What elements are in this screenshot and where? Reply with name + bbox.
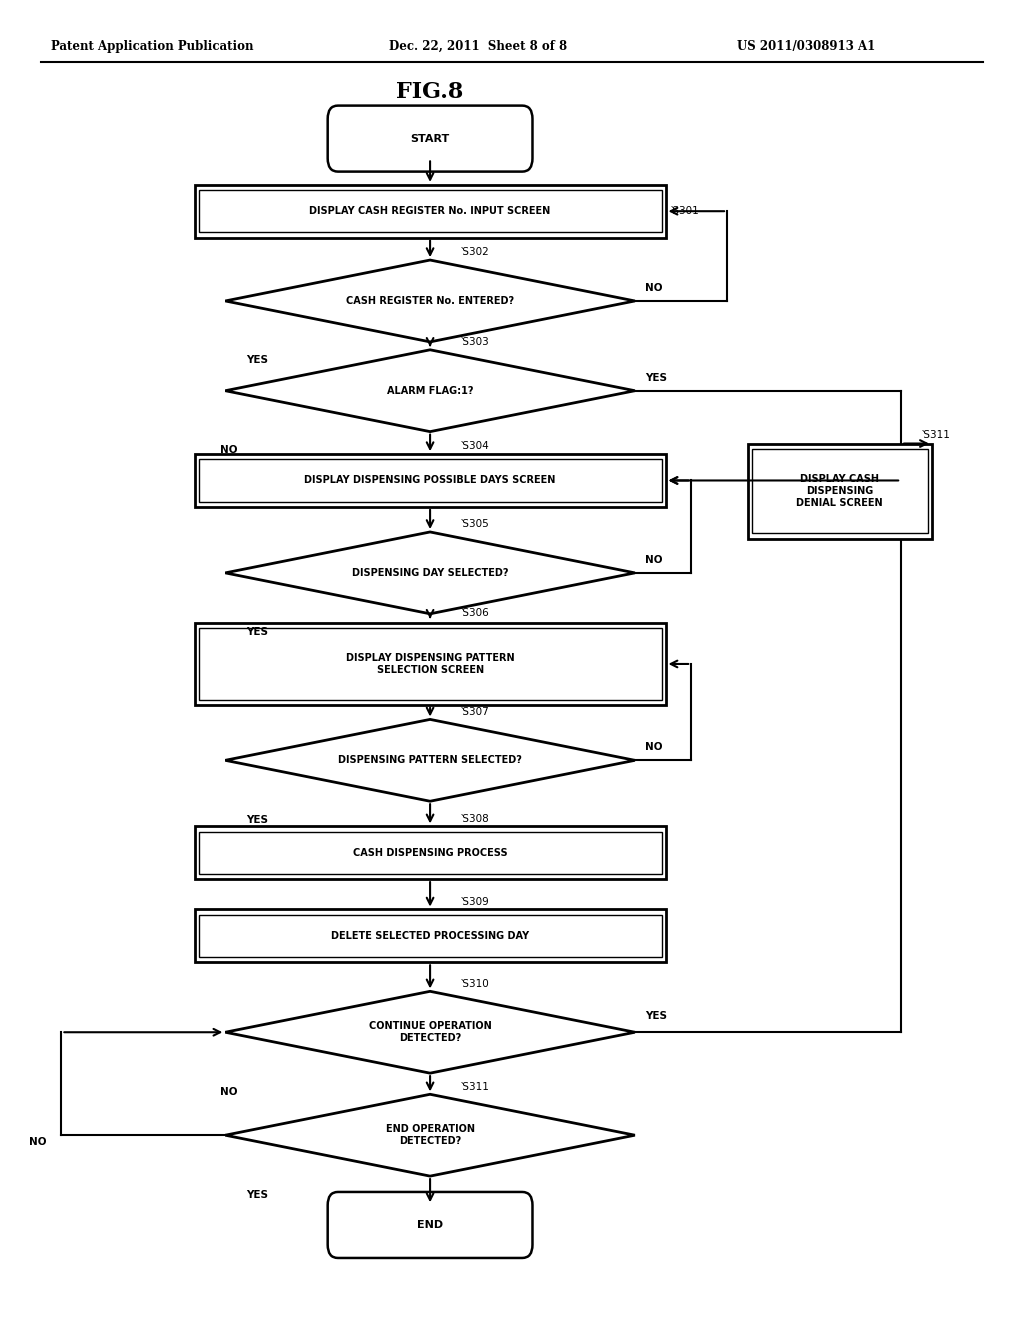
Text: END: END: [417, 1220, 443, 1230]
Text: ‵S311: ‵S311: [461, 1081, 489, 1092]
Text: YES: YES: [246, 814, 267, 825]
Polygon shape: [225, 991, 635, 1073]
Text: ‵S304: ‵S304: [461, 441, 489, 451]
Text: DISPLAY DISPENSING POSSIBLE DAYS SCREEN: DISPLAY DISPENSING POSSIBLE DAYS SCREEN: [304, 475, 556, 486]
FancyBboxPatch shape: [195, 909, 666, 962]
Text: END OPERATION
DETECTED?: END OPERATION DETECTED?: [386, 1125, 474, 1146]
FancyBboxPatch shape: [199, 915, 662, 957]
Text: ‵S308: ‵S308: [461, 813, 489, 824]
Text: YES: YES: [246, 1189, 267, 1200]
Text: ‵S303: ‵S303: [461, 337, 489, 347]
FancyBboxPatch shape: [328, 106, 532, 172]
FancyBboxPatch shape: [199, 459, 662, 502]
Text: DELETE SELECTED PROCESSING DAY: DELETE SELECTED PROCESSING DAY: [331, 931, 529, 941]
FancyBboxPatch shape: [195, 623, 666, 705]
Text: ‵S311: ‵S311: [922, 429, 950, 440]
Text: START: START: [411, 133, 450, 144]
Text: NO: NO: [645, 554, 663, 565]
FancyBboxPatch shape: [195, 454, 666, 507]
Text: YES: YES: [246, 627, 267, 638]
Text: DISPLAY CASH
DISPENSING
DENIAL SCREEN: DISPLAY CASH DISPENSING DENIAL SCREEN: [797, 474, 883, 508]
Text: DISPLAY DISPENSING PATTERN
SELECTION SCREEN: DISPLAY DISPENSING PATTERN SELECTION SCR…: [346, 653, 514, 675]
Text: NO: NO: [220, 445, 238, 455]
Text: Patent Application Publication: Patent Application Publication: [51, 40, 254, 53]
Text: ‵S309: ‵S309: [461, 896, 489, 907]
Text: CONTINUE OPERATION
DETECTED?: CONTINUE OPERATION DETECTED?: [369, 1022, 492, 1043]
Text: CASH DISPENSING PROCESS: CASH DISPENSING PROCESS: [352, 847, 508, 858]
Text: ‵S306: ‵S306: [461, 607, 489, 618]
Polygon shape: [225, 260, 635, 342]
Text: FIG.8: FIG.8: [396, 82, 464, 103]
Text: ‵S310: ‵S310: [461, 978, 489, 989]
Text: NO: NO: [645, 742, 663, 752]
FancyBboxPatch shape: [199, 628, 662, 700]
FancyBboxPatch shape: [328, 1192, 532, 1258]
Text: US 2011/0308913 A1: US 2011/0308913 A1: [737, 40, 876, 53]
Polygon shape: [225, 719, 635, 801]
Text: YES: YES: [645, 1011, 667, 1022]
Polygon shape: [225, 532, 635, 614]
FancyBboxPatch shape: [199, 190, 662, 232]
FancyBboxPatch shape: [199, 832, 662, 874]
Text: NO: NO: [220, 1086, 238, 1097]
Text: ALARM FLAG:1?: ALARM FLAG:1?: [387, 385, 473, 396]
FancyBboxPatch shape: [195, 826, 666, 879]
Text: ‵S301: ‵S301: [671, 206, 699, 216]
Text: YES: YES: [246, 355, 267, 366]
FancyBboxPatch shape: [752, 449, 928, 533]
FancyBboxPatch shape: [195, 185, 666, 238]
Text: ‵S307: ‵S307: [461, 706, 489, 717]
Polygon shape: [225, 1094, 635, 1176]
Text: CASH REGISTER No. ENTERED?: CASH REGISTER No. ENTERED?: [346, 296, 514, 306]
Text: DISPENSING DAY SELECTED?: DISPENSING DAY SELECTED?: [352, 568, 508, 578]
FancyBboxPatch shape: [748, 444, 932, 539]
Text: DISPENSING PATTERN SELECTED?: DISPENSING PATTERN SELECTED?: [338, 755, 522, 766]
Text: NO: NO: [29, 1137, 46, 1147]
Text: ‵S305: ‵S305: [461, 519, 489, 529]
Text: DISPLAY CASH REGISTER No. INPUT SCREEN: DISPLAY CASH REGISTER No. INPUT SCREEN: [309, 206, 551, 216]
Text: Dec. 22, 2011  Sheet 8 of 8: Dec. 22, 2011 Sheet 8 of 8: [389, 40, 567, 53]
Polygon shape: [225, 350, 635, 432]
Text: ‵S302: ‵S302: [461, 247, 489, 257]
Text: YES: YES: [645, 372, 667, 383]
Text: NO: NO: [645, 282, 663, 293]
